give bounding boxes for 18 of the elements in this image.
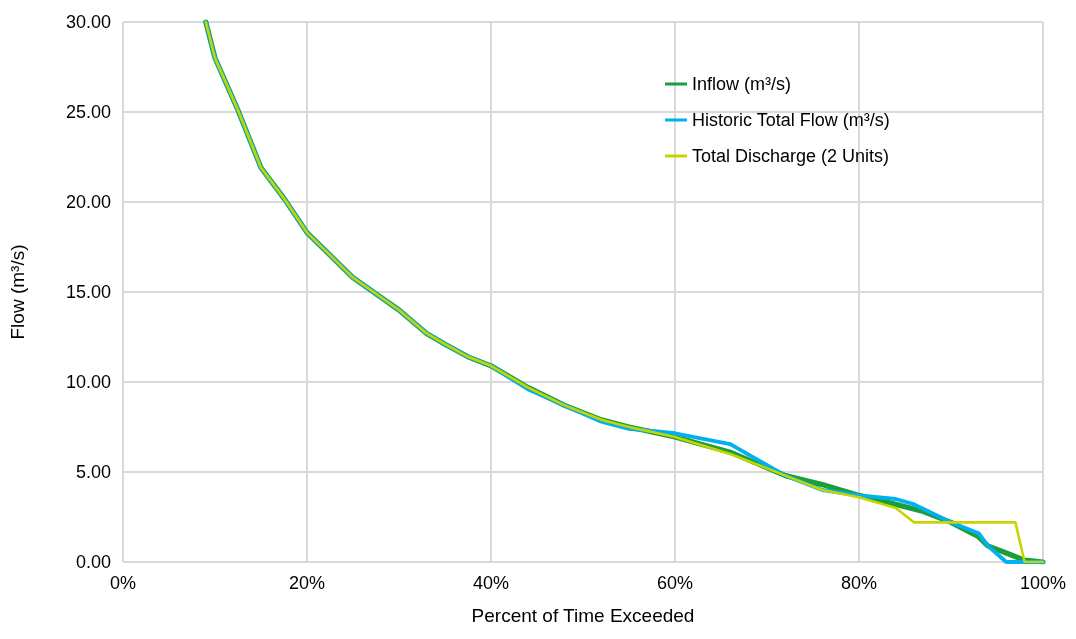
y-tick-label: 15.00 xyxy=(65,282,111,302)
x-tick-label: 40% xyxy=(472,573,510,593)
x-axis-title: Percent of Time Exceeded xyxy=(471,605,695,626)
legend-label: Total Discharge (2 Units) xyxy=(692,146,890,166)
y-tick-label: 20.00 xyxy=(65,192,111,212)
x-tick-label: 60% xyxy=(656,573,694,593)
legend-label: Inflow (m³/s) xyxy=(692,74,791,94)
x-tick-label: 80% xyxy=(840,573,878,593)
y-tick-label: 10.00 xyxy=(65,372,111,392)
y-tick-label: 30.00 xyxy=(65,12,111,32)
x-tick-label: 100% xyxy=(1019,573,1067,593)
legend-label: Historic Total Flow (m³/s) xyxy=(692,110,890,130)
y-tick-label: 0.00 xyxy=(75,552,111,572)
y-tick-label: 25.00 xyxy=(65,102,111,122)
y-axis-title: Flow (m³/s) xyxy=(7,244,28,340)
x-tick-label: 0% xyxy=(109,573,137,593)
y-tick-label: 5.00 xyxy=(75,462,111,482)
x-tick-label: 20% xyxy=(288,573,326,593)
